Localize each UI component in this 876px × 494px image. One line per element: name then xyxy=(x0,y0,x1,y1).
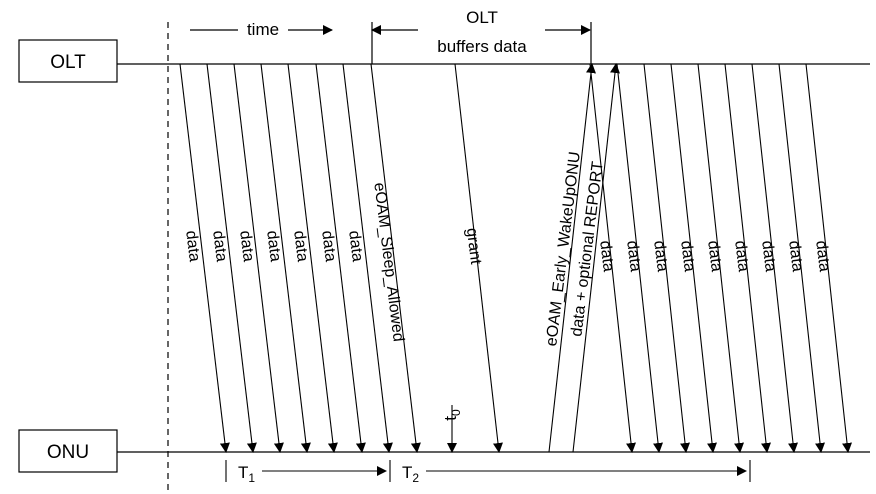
data-arrow xyxy=(778,63,826,453)
downstream-data-group-2: data data data data data data data data … xyxy=(589,63,853,453)
data-label: data xyxy=(731,240,752,273)
data-label: data xyxy=(785,240,806,273)
sleep-allowed-arrow xyxy=(370,63,421,453)
olt-buffers-label-line1: OLT xyxy=(466,8,498,27)
data-label: data xyxy=(758,240,779,273)
data-label: data xyxy=(596,240,617,273)
data-arrow xyxy=(805,63,853,453)
t0-label: t0 xyxy=(441,409,463,421)
data-label: data xyxy=(704,240,725,273)
olt-buffers-label-line2: buffers data xyxy=(437,37,527,56)
data-label: data xyxy=(345,230,366,263)
grant-label: grant xyxy=(463,227,484,266)
onu-node-label: ONU xyxy=(47,442,89,463)
data-label: data xyxy=(812,240,833,273)
data-label: data xyxy=(290,230,311,263)
data-arrow xyxy=(697,63,745,453)
data-label: data xyxy=(318,230,339,263)
downstream-data-group-1: data data data data data data data xyxy=(179,63,393,453)
data-arrow xyxy=(751,63,799,453)
data-arrow xyxy=(616,63,664,453)
early-wakeup-arrow xyxy=(548,63,596,453)
data-label: data xyxy=(209,230,230,263)
data-arrow xyxy=(643,63,691,453)
data-arrow xyxy=(179,63,230,453)
data-label: data xyxy=(182,230,203,263)
grant-arrow xyxy=(454,63,503,453)
data-label: data xyxy=(623,240,644,273)
data-arrow xyxy=(670,63,718,453)
data-report-arrow xyxy=(572,63,620,453)
data-arrow xyxy=(287,63,338,453)
time-label: time xyxy=(247,20,279,39)
data-arrow xyxy=(260,63,311,453)
olt-node-box xyxy=(18,39,118,83)
t0-text: t0 xyxy=(441,409,463,421)
data-arrow xyxy=(206,63,257,453)
t2-label: T2 xyxy=(402,463,419,485)
data-arrow xyxy=(589,63,637,453)
t1-label: T1 xyxy=(238,463,255,485)
olt-node-label: OLT xyxy=(50,52,86,73)
data-label: data xyxy=(263,230,284,263)
data-label: data xyxy=(650,240,671,273)
data-arrow xyxy=(233,63,284,453)
data-label: data xyxy=(677,240,698,273)
data-arrow xyxy=(315,63,366,453)
data-arrow xyxy=(342,63,393,453)
data-arrow xyxy=(724,63,772,453)
data-label: data xyxy=(236,230,257,263)
onu-node-box xyxy=(18,429,118,473)
sleep-allowed-label: eOAM_Sleep_Allowed xyxy=(370,182,406,343)
